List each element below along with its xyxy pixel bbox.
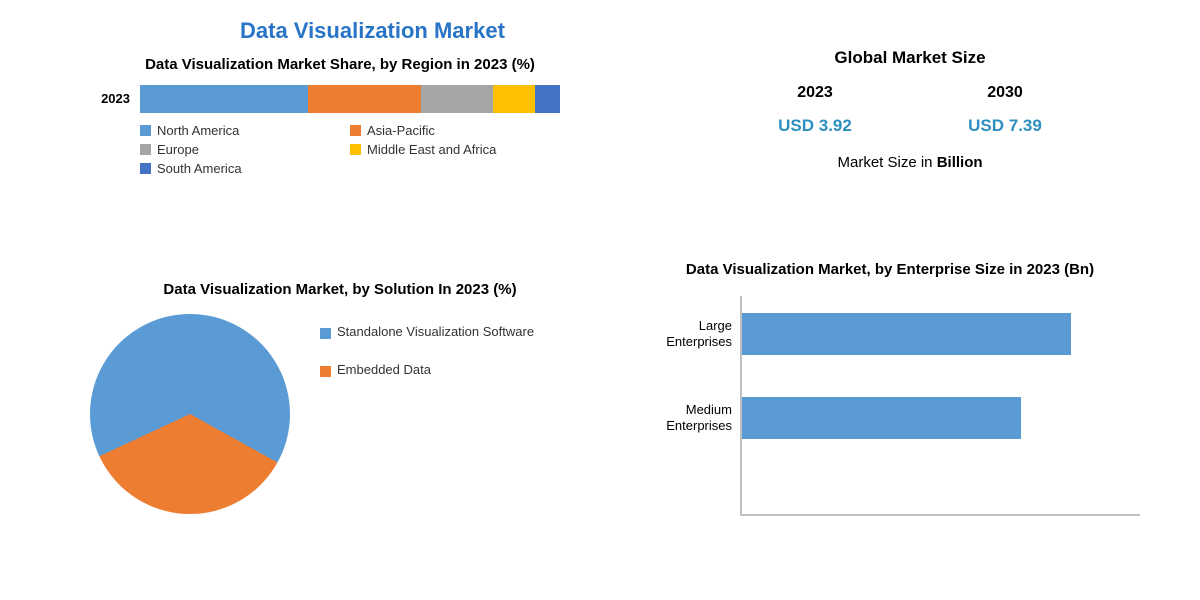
pie-chart-body: Standalone Visualization Software Embedde…	[90, 314, 590, 514]
stacked-bar-chart: Data Visualization Market Share, by Regi…	[90, 55, 590, 180]
global-unit: Market Size in Billion	[720, 154, 1100, 171]
legend-item: North America	[140, 123, 350, 138]
pie-chart	[90, 314, 290, 514]
global-col-2030: 2030 USD 7.39	[910, 84, 1100, 136]
pie-chart-legend: Standalone Visualization Software Embedde…	[320, 324, 540, 402]
global-col-2023: 2023 USD 3.92	[720, 84, 910, 136]
enterprise-bar-label: Large Enterprises	[636, 318, 732, 349]
legend-swatch	[320, 366, 331, 377]
global-unit-prefix: Market Size in	[837, 154, 936, 171]
stacked-bar-year-label: 2023	[90, 91, 140, 106]
global-value-0: USD 3.92	[720, 116, 910, 136]
stacked-segment	[535, 85, 560, 113]
main-title: Data Visualization Market	[240, 18, 505, 44]
legend-item: Asia-Pacific	[350, 123, 560, 138]
global-year-0: 2023	[720, 84, 910, 102]
stacked-bar-title: Data Visualization Market Share, by Regi…	[90, 55, 590, 75]
legend-swatch	[350, 144, 361, 155]
stacked-bar-row: 2023	[90, 85, 590, 113]
legend-swatch	[140, 163, 151, 174]
enterprise-bar-chart: Data Visualization Market, by Enterprise…	[640, 260, 1140, 516]
global-market-size-panel: Global Market Size 2023 USD 3.92 2030 US…	[720, 48, 1100, 171]
stacked-segment	[308, 85, 421, 113]
enterprise-bar	[742, 313, 1071, 355]
legend-item: Middle East and Africa	[350, 142, 560, 157]
enterprise-bar-label: Medium Enterprises	[636, 402, 732, 433]
legend-label: North America	[157, 123, 239, 138]
global-columns: 2023 USD 3.92 2030 USD 7.39	[720, 84, 1100, 136]
legend-item: Standalone Visualization Software	[320, 324, 540, 341]
enterprise-chart-area: Large Enterprises Medium Enterprises	[740, 296, 1140, 516]
stacked-segment	[421, 85, 492, 113]
legend-item: Europe	[140, 142, 350, 157]
stacked-bar-legend: North America Asia-Pacific Europe Middle Ea…	[140, 123, 580, 180]
legend-swatch	[350, 125, 361, 136]
legend-label: Middle East and Africa	[367, 142, 496, 157]
global-title: Global Market Size	[720, 48, 1100, 68]
legend-item: Embedded Data	[320, 362, 540, 379]
legend-label: South America	[157, 161, 242, 176]
pie-chart-section: Data Visualization Market, by Solution I…	[90, 280, 590, 514]
legend-label: Embedded Data	[337, 362, 431, 379]
enterprise-bar	[742, 397, 1021, 439]
legend-swatch	[140, 125, 151, 136]
enterprise-bar-row: Medium Enterprises	[742, 390, 1140, 446]
pie-chart-title: Data Visualization Market, by Solution I…	[90, 280, 590, 300]
global-value-1: USD 7.39	[910, 116, 1100, 136]
legend-swatch	[140, 144, 151, 155]
legend-item: South America	[140, 161, 350, 176]
global-unit-bold: Billion	[937, 154, 983, 171]
legend-label: Europe	[157, 142, 199, 157]
stacked-bar	[140, 85, 560, 113]
legend-swatch	[320, 328, 331, 339]
global-year-1: 2030	[910, 84, 1100, 102]
stacked-segment	[140, 85, 308, 113]
stacked-segment	[493, 85, 535, 113]
enterprise-chart-title: Data Visualization Market, by Enterprise…	[640, 260, 1140, 280]
enterprise-bar-row: Large Enterprises	[742, 306, 1140, 362]
legend-label: Asia-Pacific	[367, 123, 435, 138]
legend-label: Standalone Visualization Software	[337, 324, 534, 341]
